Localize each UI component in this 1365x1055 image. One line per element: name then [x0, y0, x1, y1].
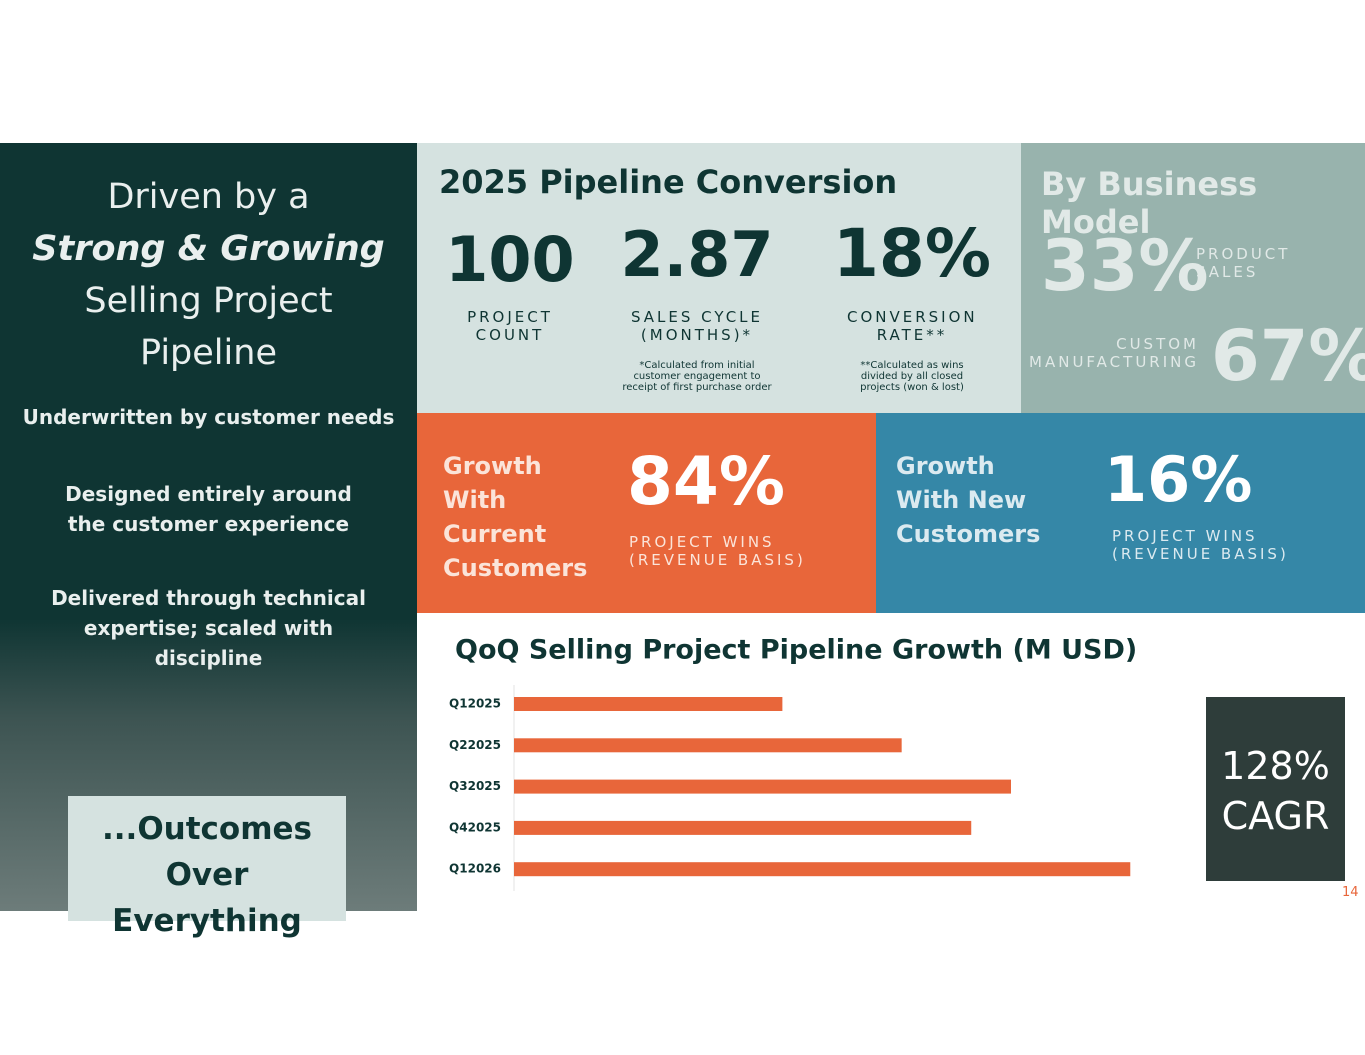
growth-value: 16% [1104, 443, 1253, 516]
metric-value: 2.87 [620, 218, 774, 291]
growth-new-panel: Growth With New Customers 16% PROJECT WI… [876, 413, 1365, 613]
metric-note: **Calculated as wins divided by all clos… [860, 360, 964, 393]
category-label: Q22025 [449, 738, 501, 752]
bar [514, 862, 1131, 877]
bar [514, 820, 972, 835]
title-line: Strong & Growing [32, 229, 385, 269]
cagr-value: 128% [1221, 744, 1330, 788]
bar [514, 697, 783, 711]
metric-value: 100 [445, 223, 575, 296]
pipeline-title: 2025 Pipeline Conversion [439, 163, 898, 201]
category-label: Q12025 [449, 697, 501, 711]
left-title: Driven by a Strong & Growing Selling Pro… [0, 171, 417, 379]
bar [514, 779, 1011, 794]
growth-value: 84% [627, 443, 785, 520]
growth-label: PROJECT WINS (REVENUE BASIS) [1112, 527, 1289, 563]
growth-label: PROJECT WINS (REVENUE BASIS) [629, 533, 806, 569]
metric-value: 18% [833, 215, 991, 292]
point: Delivered through technical expertise; s… [51, 586, 366, 670]
metric-note: *Calculated from initial customer engage… [622, 360, 772, 393]
growth-heading: Growth With New Customers [896, 452, 1041, 548]
category-label: Q32025 [449, 779, 501, 793]
title-line: Pipeline [140, 333, 277, 373]
bar [514, 738, 902, 753]
share-label: PRODUCT SALES [1196, 245, 1291, 281]
business-model-panel: By Business Model 33% PRODUCT SALES 67% … [1021, 143, 1365, 413]
point: Designed entirely around the customer ex… [65, 482, 352, 536]
metric-label: SALES CYCLE (MONTHS)* [630, 308, 764, 344]
callout: ...Outcomes Over Everything [68, 796, 346, 939]
category-label: Q42025 [449, 820, 501, 834]
title-line: Selling Project [84, 281, 333, 321]
cagr-box: 128% CAGR [1206, 697, 1345, 881]
title-line: Driven by a [107, 177, 310, 217]
cagr-label: CAGR [1221, 794, 1330, 838]
share-label: CUSTOM MANUFACTURING [1029, 335, 1199, 371]
growth-heading: Growth With Current Customers [443, 452, 588, 582]
chart: QoQ Selling Project Pipeline Growth (M U… [449, 635, 1137, 891]
left-panel: Driven by a Strong & Growing Selling Pro… [0, 143, 417, 939]
metric-label: PROJECT COUNT [467, 308, 553, 344]
metric-label: CONVERSION RATE** [847, 308, 978, 344]
growth-current-panel: Growth With Current Customers 84% PROJEC… [417, 413, 876, 613]
share-value: 67% [1211, 315, 1365, 397]
chart-title: QoQ Selling Project Pipeline Growth (M U… [455, 635, 1137, 666]
point: Underwritten by customer needs [22, 405, 395, 429]
share-value: 33% [1041, 225, 1209, 307]
page-number: 14 [1342, 885, 1359, 900]
category-label: Q12026 [449, 862, 501, 876]
business-title: By Business Model [1041, 165, 1258, 241]
pipeline-panel: 2025 Pipeline Conversion 100 PROJECT COU… [417, 143, 1021, 413]
